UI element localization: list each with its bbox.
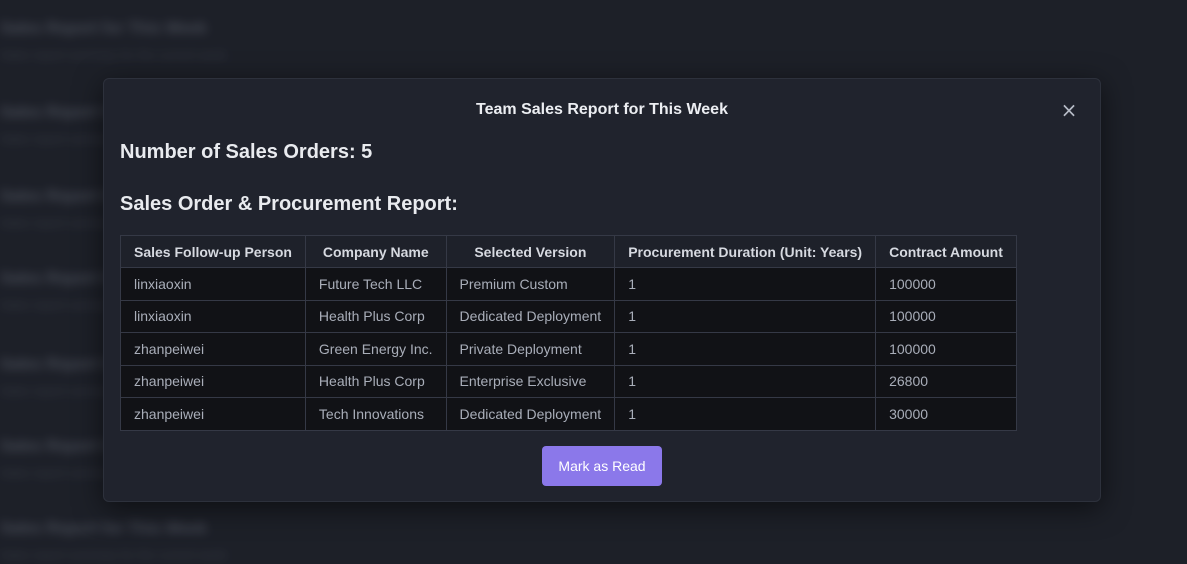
modal-title: Team Sales Report for This Week (476, 101, 728, 118)
report-heading: Sales Order & Procurement Report: (120, 193, 458, 215)
cell-contract-amount: 26800 (875, 364, 1017, 398)
cell-sales-person: zhanpeiwei (120, 332, 306, 366)
cell-procurement-duration: 1 (614, 332, 877, 366)
cell-selected-version: Premium Custom (445, 267, 616, 301)
background-list-item: Sales Report for This Week Sales report … (0, 20, 227, 62)
background-item-subtitle: Sales report summary for the current wee… (0, 48, 227, 62)
cell-procurement-duration: 1 (614, 397, 877, 431)
cell-sales-person: linxiaoxin (120, 299, 306, 333)
close-icon[interactable]: × (1058, 99, 1080, 121)
cell-company-name: Green Energy Inc. (304, 332, 447, 366)
background-item-title: Sales Report for This Week (0, 20, 207, 37)
table-row: zhanpeiwei Health Plus Corp Enterprise E… (120, 364, 1017, 398)
table-row: zhanpeiwei Tech Innovations Dedicated De… (120, 397, 1017, 431)
background-item-subtitle: Sales report summary for the current wee… (0, 548, 227, 562)
background-item-subtitle: Sales report summary (0, 132, 118, 146)
sales-report-modal: Team Sales Report for This Week × Number… (103, 78, 1101, 502)
cell-sales-person: linxiaoxin (120, 267, 306, 301)
cell-company-name: Health Plus Corp (304, 364, 447, 398)
column-header-selected-version: Selected Version (445, 235, 616, 268)
cell-procurement-duration: 1 (614, 267, 877, 301)
cell-selected-version: Dedicated Deployment (445, 397, 616, 431)
cell-contract-amount: 100000 (875, 332, 1017, 366)
cell-procurement-duration: 1 (614, 364, 877, 398)
cell-selected-version: Private Deployment (445, 332, 616, 366)
cell-procurement-duration: 1 (614, 299, 877, 333)
column-header-company-name: Company Name (304, 235, 447, 268)
column-header-procurement-duration: Procurement Duration (Unit: Years) (614, 235, 877, 268)
table-row: zhanpeiwei Green Energy Inc. Private Dep… (120, 332, 1017, 366)
cell-selected-version: Dedicated Deployment (445, 299, 616, 333)
cell-company-name: Health Plus Corp (304, 299, 447, 333)
cell-sales-person: zhanpeiwei (120, 364, 306, 398)
cell-contract-amount: 30000 (875, 397, 1017, 431)
sales-orders-count: Number of Sales Orders: 5 (120, 141, 373, 163)
column-header-sales-person: Sales Follow-up Person (120, 235, 306, 268)
background-item-title: Sales Report for This Week (0, 520, 207, 537)
cell-sales-person: zhanpeiwei (120, 397, 306, 431)
cell-contract-amount: 100000 (875, 299, 1017, 333)
table-header-row: Sales Follow-up Person Company Name Sele… (120, 235, 1017, 268)
table-row: linxiaoxin Health Plus Corp Dedicated De… (120, 299, 1017, 333)
cell-company-name: Future Tech LLC (304, 267, 447, 301)
column-header-contract-amount: Contract Amount (875, 235, 1017, 268)
cell-company-name: Tech Innovations (304, 397, 447, 431)
mark-as-read-button[interactable]: Mark as Read (542, 446, 662, 486)
background-list-item: Sales Report for This Week Sales report … (0, 520, 227, 562)
cell-selected-version: Enterprise Exclusive (445, 364, 616, 398)
cell-contract-amount: 100000 (875, 267, 1017, 301)
table-row: linxiaoxin Future Tech LLC Premium Custo… (120, 267, 1017, 301)
sales-order-table: Sales Follow-up Person Company Name Sele… (120, 235, 1017, 431)
